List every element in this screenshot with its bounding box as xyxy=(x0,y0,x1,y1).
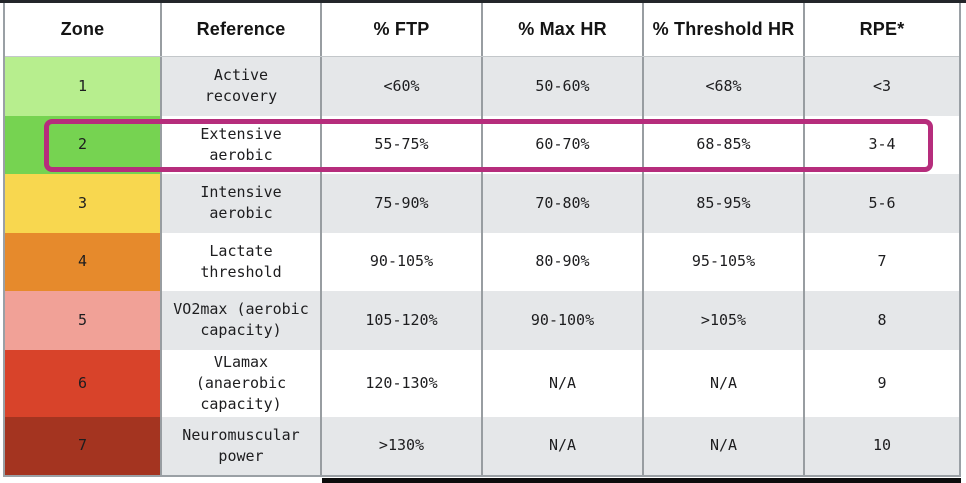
table-row-zone-3: 3 Intensive aerobic 75-90% 70-80% 85-95% 5-6 xyxy=(5,174,959,233)
training-zones-table: Zone Reference% FTP% Max HR% Threshold HR… xyxy=(3,3,961,477)
threshold_hr-cell: <68% xyxy=(642,57,803,116)
ftp-cell: 120-130% xyxy=(320,349,481,417)
reference-cell: Lactate threshold xyxy=(160,232,320,291)
table-row-zone-4: 4 Lactate threshold 90-105% 80-90% 95-105% 7 xyxy=(5,232,959,291)
column-header-reference: Reference xyxy=(160,3,320,56)
threshold_hr-cell: >105% xyxy=(642,291,803,350)
ftp-cell: 90-105% xyxy=(320,232,481,291)
zone-color-cell: 3 xyxy=(5,174,160,233)
max_hr-cell: N/A xyxy=(481,416,642,475)
zone-color-cell: 6 xyxy=(5,349,160,417)
zone-color-cell: 5 xyxy=(5,291,160,350)
zone-color-cell: 2 xyxy=(5,115,160,174)
threshold_hr-cell: N/A xyxy=(642,416,803,475)
max_hr-cell: 70-80% xyxy=(481,174,642,233)
max_hr-cell: 90-100% xyxy=(481,291,642,350)
table-row-zone-7: 7 Neuromuscular power >130% N/A N/A 10 xyxy=(5,416,959,475)
rpe-cell: 5-6 xyxy=(803,174,959,233)
ftp-cell: 75-90% xyxy=(320,174,481,233)
reference-cell: VO2max (aerobic capacity) xyxy=(160,291,320,350)
reference-cell: VLamax (anaerobic capacity) xyxy=(160,349,320,417)
column-header-ftp: % FTP xyxy=(320,3,481,56)
column-header-rpe: RPE* xyxy=(803,3,959,56)
ftp-cell: 105-120% xyxy=(320,291,481,350)
zone-color-cell: 1 xyxy=(5,57,160,116)
table-row-zone-1: 1 Active recovery <60% 50-60% <68% <3 xyxy=(5,57,959,116)
rpe-cell: 10 xyxy=(803,416,959,475)
table-body: 1 Active recovery <60% 50-60% <68% <3 2 Extensi… xyxy=(5,57,959,475)
rpe-cell: 3-4 xyxy=(803,115,959,174)
table-row-zone-6: 6 VLamax (anaerobic capacity) 120-130% N/A N… xyxy=(5,349,959,417)
rpe-cell: 9 xyxy=(803,349,959,417)
table-row-zone-5: 5 VO2max (aerobic capacity) 105-120% 90-100… xyxy=(5,291,959,350)
ftp-cell: <60% xyxy=(320,57,481,116)
reference-cell: Extensive aerobic xyxy=(160,115,320,174)
ftp-cell: >130% xyxy=(320,416,481,475)
ftp-cell: 55-75% xyxy=(320,115,481,174)
max_hr-cell: N/A xyxy=(481,349,642,417)
reference-cell: Intensive aerobic xyxy=(160,174,320,233)
max_hr-cell: 60-70% xyxy=(481,115,642,174)
threshold_hr-cell: 95-105% xyxy=(642,232,803,291)
table-row-zone-2: 2 Extensive aerobic 55-75% 60-70% 68-85% 3-4 xyxy=(5,115,959,174)
column-header-zone: Zone xyxy=(60,18,105,39)
rpe-cell: 8 xyxy=(803,291,959,350)
bottom-black-bar xyxy=(322,478,961,483)
threshold_hr-cell: 85-95% xyxy=(642,174,803,233)
max_hr-cell: 50-60% xyxy=(481,57,642,116)
header-row: Zone Reference% FTP% Max HR% Threshold HR… xyxy=(5,3,959,57)
rpe-cell: 7 xyxy=(803,232,959,291)
zone-color-cell: 4 xyxy=(5,232,160,291)
reference-cell: Neuromuscular power xyxy=(160,416,320,475)
column-header-threshold_hr: % Threshold HR xyxy=(642,3,803,56)
zone-color-cell: 7 xyxy=(5,416,160,475)
reference-cell: Active recovery xyxy=(160,57,320,116)
column-header-max_hr: % Max HR xyxy=(481,3,642,56)
threshold_hr-cell: N/A xyxy=(642,349,803,417)
max_hr-cell: 80-90% xyxy=(481,232,642,291)
rpe-cell: <3 xyxy=(803,57,959,116)
top-border-line xyxy=(0,0,966,3)
threshold_hr-cell: 68-85% xyxy=(642,115,803,174)
